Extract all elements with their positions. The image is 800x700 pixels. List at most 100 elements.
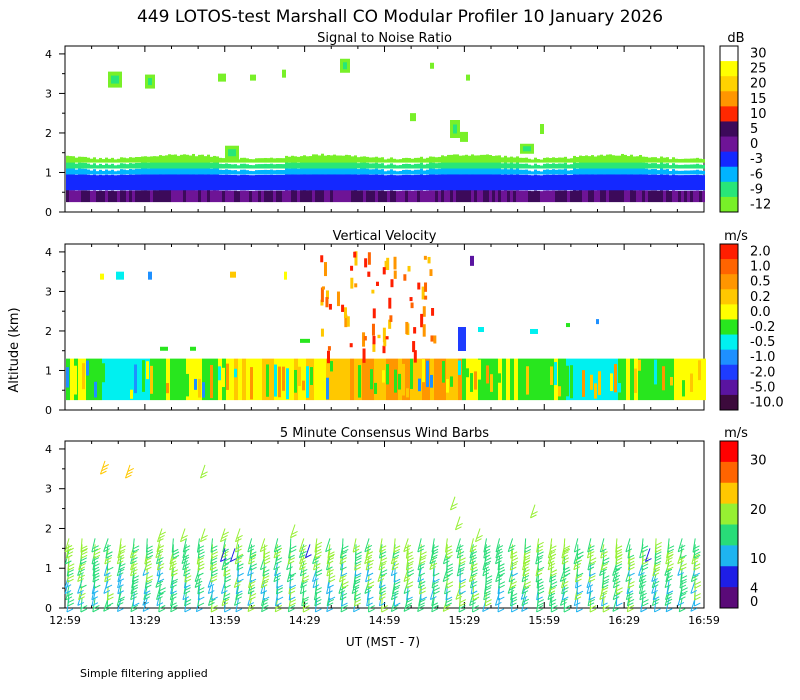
snr-cell bbox=[375, 190, 378, 203]
snr-cell bbox=[393, 175, 396, 191]
velocity-streak bbox=[286, 368, 289, 400]
wind-barb bbox=[653, 598, 661, 613]
wind-barb-flag bbox=[235, 560, 242, 565]
wind-barb bbox=[627, 574, 635, 589]
wind-barb-flag bbox=[550, 569, 558, 574]
wind-barb-flag bbox=[327, 557, 335, 562]
snr-cell bbox=[579, 155, 582, 163]
wind-barb-flag bbox=[118, 548, 126, 553]
wind-barb-staff bbox=[158, 598, 161, 613]
wind-barb-flag bbox=[626, 590, 634, 595]
wind-barb-flag bbox=[236, 590, 243, 595]
wind-barb-flag bbox=[403, 548, 411, 553]
velocity-plume bbox=[382, 327, 386, 343]
snr-cell bbox=[438, 156, 441, 163]
wind-barb-flag bbox=[326, 572, 334, 577]
x-tick-label: 16:59 bbox=[688, 614, 720, 627]
wind-barb-flag bbox=[652, 602, 659, 607]
wind-barb-flag bbox=[156, 602, 164, 607]
wind-barb-flag bbox=[130, 572, 137, 577]
snr-cell bbox=[633, 156, 636, 163]
snr-cell bbox=[567, 164, 570, 169]
velocity-streak bbox=[182, 366, 185, 383]
snr-cell bbox=[267, 164, 270, 169]
velocity-streak bbox=[166, 383, 169, 394]
wind-barb-flag bbox=[287, 560, 295, 565]
wind-barb-flag bbox=[443, 560, 450, 565]
velocity-cell bbox=[482, 358, 486, 401]
wind-barb-flag bbox=[521, 608, 528, 612]
velocity-plume bbox=[321, 286, 325, 290]
snr-cell bbox=[378, 169, 381, 175]
velocity-plume bbox=[375, 281, 379, 286]
velocity-streak bbox=[618, 383, 621, 393]
wind-barb-staff bbox=[599, 538, 605, 553]
snr-cell bbox=[159, 155, 162, 163]
velocity-cell bbox=[466, 358, 470, 401]
snr-cell bbox=[105, 174, 108, 191]
snr-cell bbox=[174, 154, 177, 163]
snr-cell bbox=[285, 161, 288, 169]
wind-barb-flag bbox=[352, 586, 360, 591]
wind-barb-flag bbox=[222, 598, 230, 603]
wind-barb-flag bbox=[601, 602, 608, 607]
snr-cell bbox=[645, 190, 648, 203]
wind-barb bbox=[157, 528, 166, 543]
wind-barb bbox=[298, 538, 307, 553]
snr-cell bbox=[138, 162, 141, 169]
wind-barb-flag bbox=[91, 596, 99, 601]
velocity-cell bbox=[86, 358, 90, 401]
snr-cell bbox=[225, 190, 228, 203]
velocity-streak bbox=[466, 368, 469, 378]
snr-cell bbox=[366, 162, 369, 169]
wind-barb-flag bbox=[444, 604, 451, 609]
snr-cell bbox=[501, 169, 504, 175]
snr-cell bbox=[357, 174, 360, 191]
wind-barb-flag bbox=[81, 545, 88, 550]
wind-barb-flag bbox=[315, 551, 322, 556]
snr-cell bbox=[366, 168, 369, 175]
velocity-streak bbox=[362, 369, 365, 399]
snr-cell bbox=[309, 161, 312, 169]
wind-barb-flag bbox=[288, 604, 296, 609]
snr-cell bbox=[324, 161, 327, 169]
velocity-streak bbox=[266, 364, 269, 397]
wind-barb-staff bbox=[327, 544, 331, 559]
wind-barb-flag bbox=[314, 596, 321, 601]
velocity-plume bbox=[343, 307, 347, 319]
wind-barb bbox=[693, 562, 700, 577]
snr-cell bbox=[375, 156, 378, 163]
wind-barb-flag bbox=[262, 604, 269, 609]
wind-barb-flag bbox=[263, 554, 270, 559]
velocity-plume bbox=[407, 265, 411, 272]
snr-cell bbox=[564, 162, 567, 169]
wind-barb bbox=[305, 544, 312, 559]
snr-echo bbox=[218, 73, 226, 82]
velocity-streak bbox=[234, 368, 237, 378]
snr-cell bbox=[213, 167, 216, 175]
wind-barb-flag bbox=[247, 572, 254, 577]
wind-barb-flag bbox=[445, 596, 453, 601]
wind-barb-flag bbox=[551, 605, 558, 610]
wind-barb-staff bbox=[78, 586, 83, 600]
wind-barb-flag bbox=[626, 596, 633, 601]
wind-barb-flag bbox=[340, 572, 348, 577]
wind-barb-flag bbox=[613, 584, 620, 589]
velocity-cell bbox=[154, 358, 158, 401]
wind-barb-staff bbox=[262, 568, 266, 583]
wind-barb-flag bbox=[353, 581, 361, 585]
snr-cell bbox=[366, 174, 369, 191]
wind-barb-flag bbox=[235, 538, 242, 543]
wind-barb-flag bbox=[694, 581, 702, 586]
wind-barb-flag bbox=[125, 474, 132, 479]
snr-cell bbox=[192, 173, 195, 191]
wind-barb-flag bbox=[613, 568, 620, 573]
wind-barb-flag bbox=[574, 548, 581, 553]
wind-barb-flag bbox=[250, 563, 258, 568]
wind-barb-flag bbox=[169, 560, 177, 565]
velocity-patch bbox=[284, 271, 287, 280]
wind-barb-flag bbox=[339, 578, 346, 583]
snr-cell bbox=[177, 155, 180, 163]
snr-cell bbox=[72, 190, 75, 203]
wind-barb bbox=[315, 562, 323, 577]
